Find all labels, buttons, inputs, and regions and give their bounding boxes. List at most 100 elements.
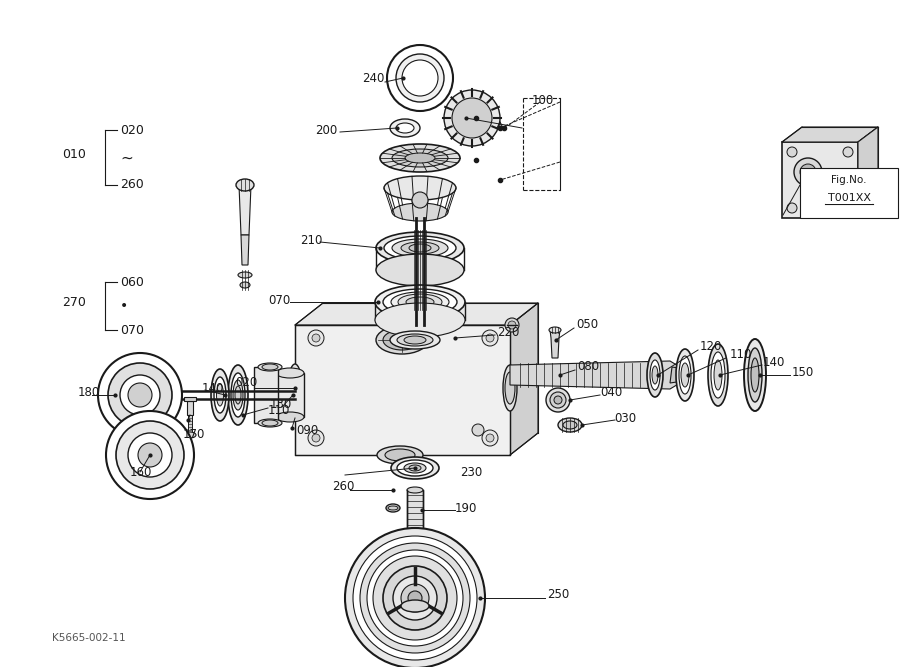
Circle shape (843, 203, 853, 213)
Circle shape (843, 147, 853, 157)
Ellipse shape (401, 242, 439, 254)
Ellipse shape (184, 432, 196, 438)
Ellipse shape (409, 244, 431, 252)
Ellipse shape (390, 331, 440, 349)
Ellipse shape (652, 366, 658, 384)
Circle shape (393, 576, 437, 620)
Circle shape (794, 158, 822, 186)
Circle shape (550, 392, 566, 408)
Circle shape (486, 334, 494, 342)
Ellipse shape (214, 377, 226, 413)
Ellipse shape (406, 297, 434, 307)
Bar (188, 415, 192, 433)
Polygon shape (295, 303, 538, 325)
Ellipse shape (258, 363, 282, 371)
Polygon shape (858, 127, 878, 218)
Ellipse shape (751, 358, 759, 392)
Circle shape (402, 60, 438, 96)
Text: 070: 070 (120, 323, 144, 336)
Ellipse shape (397, 460, 433, 476)
Ellipse shape (421, 312, 439, 324)
Circle shape (312, 434, 320, 442)
Ellipse shape (240, 282, 250, 288)
Ellipse shape (676, 349, 694, 401)
Ellipse shape (405, 153, 435, 163)
Ellipse shape (396, 123, 414, 133)
Text: 040: 040 (600, 386, 622, 400)
Bar (187, 401, 193, 415)
Circle shape (128, 383, 152, 407)
Text: 050: 050 (576, 319, 598, 331)
Ellipse shape (549, 327, 561, 333)
Bar (800, 168, 898, 218)
Text: 210: 210 (300, 233, 323, 247)
Text: 010: 010 (62, 149, 85, 161)
Circle shape (108, 363, 172, 427)
Ellipse shape (384, 236, 456, 260)
Circle shape (787, 203, 797, 213)
Ellipse shape (236, 179, 254, 191)
Ellipse shape (276, 368, 304, 378)
Ellipse shape (401, 600, 429, 612)
Text: 260: 260 (332, 480, 355, 494)
Text: 120: 120 (700, 340, 722, 354)
Ellipse shape (375, 285, 465, 319)
Text: 100: 100 (532, 93, 554, 107)
Text: 140: 140 (202, 382, 224, 394)
Ellipse shape (262, 420, 278, 426)
Circle shape (505, 318, 519, 332)
Ellipse shape (563, 421, 577, 429)
Circle shape (116, 421, 184, 489)
Polygon shape (241, 235, 249, 265)
Text: ~: ~ (120, 151, 132, 165)
Ellipse shape (708, 344, 728, 406)
Polygon shape (510, 303, 538, 455)
Circle shape (373, 556, 457, 640)
Ellipse shape (650, 360, 660, 390)
Circle shape (787, 147, 797, 157)
Ellipse shape (390, 119, 420, 137)
Circle shape (546, 388, 570, 412)
Text: 250: 250 (547, 588, 569, 602)
Ellipse shape (386, 504, 400, 512)
Circle shape (308, 430, 324, 446)
Bar (254, 367, 278, 423)
Circle shape (353, 536, 477, 660)
Circle shape (367, 550, 463, 646)
Circle shape (508, 321, 516, 329)
Text: •: • (120, 299, 129, 313)
Circle shape (824, 184, 840, 200)
Ellipse shape (384, 176, 456, 200)
Text: 110: 110 (730, 348, 753, 362)
Bar (184, 397, 196, 401)
Circle shape (308, 330, 324, 346)
Ellipse shape (404, 336, 426, 344)
Bar (295, 325, 510, 455)
Circle shape (482, 330, 498, 346)
Bar (276, 373, 304, 417)
Ellipse shape (711, 352, 725, 398)
Text: Fig.No.: Fig.No. (832, 175, 867, 185)
Ellipse shape (276, 412, 304, 422)
Ellipse shape (714, 360, 722, 390)
Circle shape (383, 566, 447, 630)
Ellipse shape (407, 487, 423, 493)
Ellipse shape (290, 371, 300, 405)
Bar (407, 490, 423, 620)
Bar (782, 142, 858, 218)
Ellipse shape (377, 446, 423, 464)
Circle shape (401, 584, 429, 612)
Ellipse shape (391, 334, 413, 346)
Ellipse shape (744, 339, 766, 411)
Text: 020: 020 (120, 123, 144, 137)
Ellipse shape (398, 294, 442, 310)
Text: 230: 230 (460, 466, 482, 478)
Text: K5665-002-11: K5665-002-11 (52, 633, 126, 643)
Text: 130: 130 (270, 398, 292, 412)
Ellipse shape (388, 506, 398, 510)
Text: 090: 090 (296, 424, 318, 436)
Ellipse shape (679, 356, 691, 394)
Ellipse shape (397, 334, 433, 346)
Circle shape (387, 45, 453, 111)
Text: T001XX: T001XX (827, 193, 870, 203)
